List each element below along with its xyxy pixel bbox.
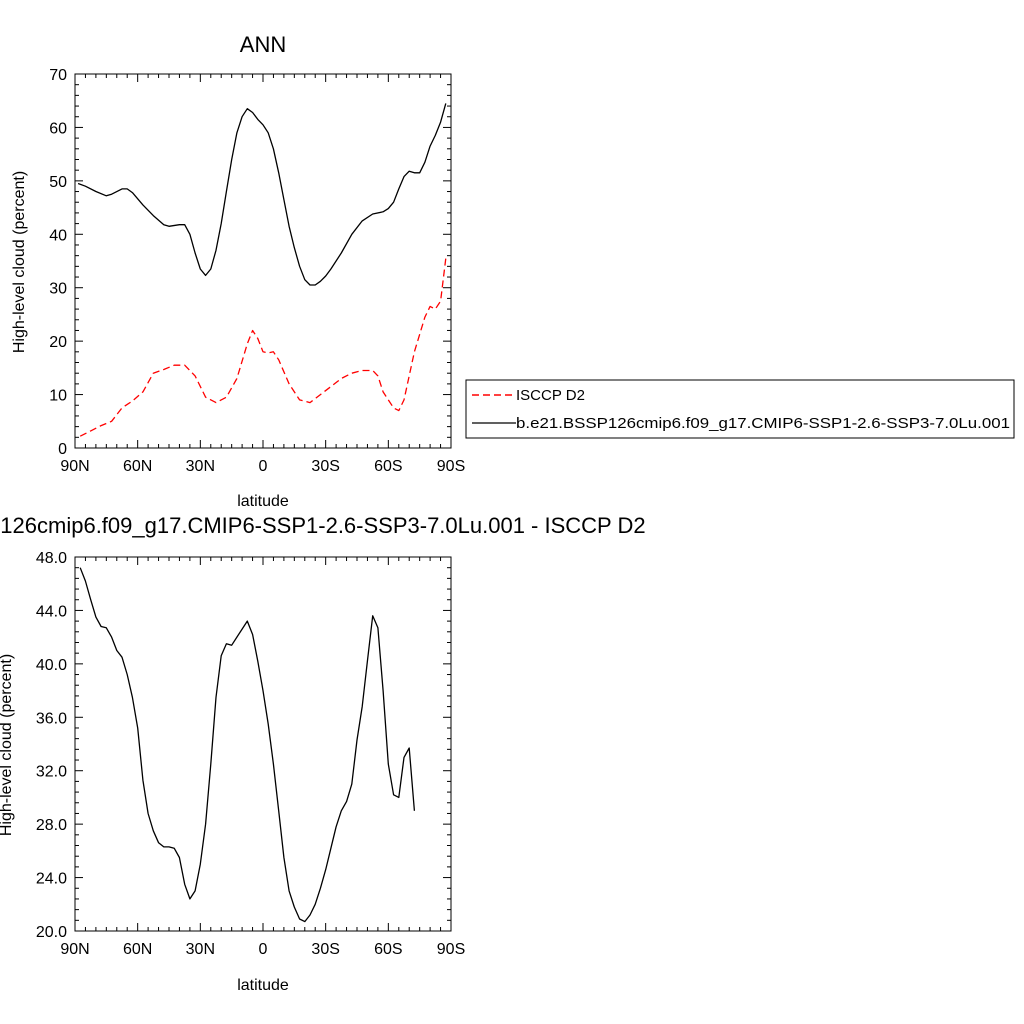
y-tick-label: 48.0 <box>36 550 67 567</box>
y-axis-label: High-level cloud (percent) <box>0 654 15 836</box>
series-layer <box>77 103 447 437</box>
x-tick-label: 30S <box>311 941 339 958</box>
x-tick-label: 60N <box>123 458 152 475</box>
x-tick-label: 90N <box>60 941 89 958</box>
x-tick-label: 30N <box>186 458 215 475</box>
y-tick-label: 40.0 <box>36 657 67 674</box>
y-tick-label: 44.0 <box>36 603 67 620</box>
y-tick-label: 20 <box>49 334 67 351</box>
y-tick-label: 36.0 <box>36 710 67 727</box>
legend-box <box>465 379 1015 439</box>
y-tick-label: 28.0 <box>36 817 67 834</box>
x-tick-label: 90S <box>437 941 465 958</box>
legend: ISCCP D2 b.e21.BSSP126cmip6.f09_g17.CMIP… <box>465 379 1015 439</box>
y-tick-label: 60 <box>49 120 67 137</box>
chart-title: ANN <box>240 32 286 57</box>
chart-title: b.e21.BSSP126cmip6.f09_g17.CMIP6-SSP1-2.… <box>0 513 646 538</box>
chart-difference-high-cloud: b.e21.BSSP126cmip6.f09_g17.CMIP6-SSP1-2.… <box>0 513 646 994</box>
series-line-1 <box>77 103 447 286</box>
chart-annual-high-cloud: ANN High-level cloud (percent) latitude … <box>11 32 465 510</box>
y-tick-label: 20.0 <box>36 924 67 941</box>
x-tick-label: 0 <box>259 458 268 475</box>
x-tick-label: 0 <box>259 941 268 958</box>
axis-ticks: 90N 60N 30N 0 30S 60S 90S 0 10 20 30 40 50 60 70 <box>49 67 465 475</box>
x-tick-label: 30N <box>186 941 215 958</box>
y-tick-label: 10 <box>49 388 67 405</box>
y-tick-label: 30 <box>49 281 67 298</box>
x-tick-label: 90S <box>437 458 465 475</box>
plot-frame <box>74 556 452 932</box>
y-tick-label: 24.0 <box>36 871 67 888</box>
y-tick-label: 0 <box>58 441 67 458</box>
y-axis-label: High-level cloud (percent) <box>11 171 28 353</box>
y-tick-label: 70 <box>49 67 67 84</box>
x-tick-label: 60S <box>374 458 402 475</box>
axis-ticks: 90N 60N 30N 0 30S 60S 90S 20.0 24.0 28.0 32.0 36.0 4… <box>36 550 465 958</box>
y-tick-label: 50 <box>49 174 67 191</box>
x-axis-label: latitude <box>237 977 289 994</box>
plot-frame <box>74 73 452 449</box>
x-tick-label: 60N <box>123 941 152 958</box>
y-tick-label: 32.0 <box>36 764 67 781</box>
legend-entry-model-label: b.e21.BSSP126cmip6.f09_g17.CMIP6-SSP1-2.… <box>516 415 1010 432</box>
x-tick-label: 90N <box>60 458 89 475</box>
x-tick-label: 30S <box>311 458 339 475</box>
series-line-0 <box>79 258 447 437</box>
x-axis-label: latitude <box>237 493 289 510</box>
series-layer <box>79 567 416 923</box>
legend-entry-isccp-label: ISCCP D2 <box>516 387 585 404</box>
y-tick-label: 40 <box>49 227 67 244</box>
series-line-0 <box>79 567 416 923</box>
x-tick-label: 60S <box>374 941 402 958</box>
